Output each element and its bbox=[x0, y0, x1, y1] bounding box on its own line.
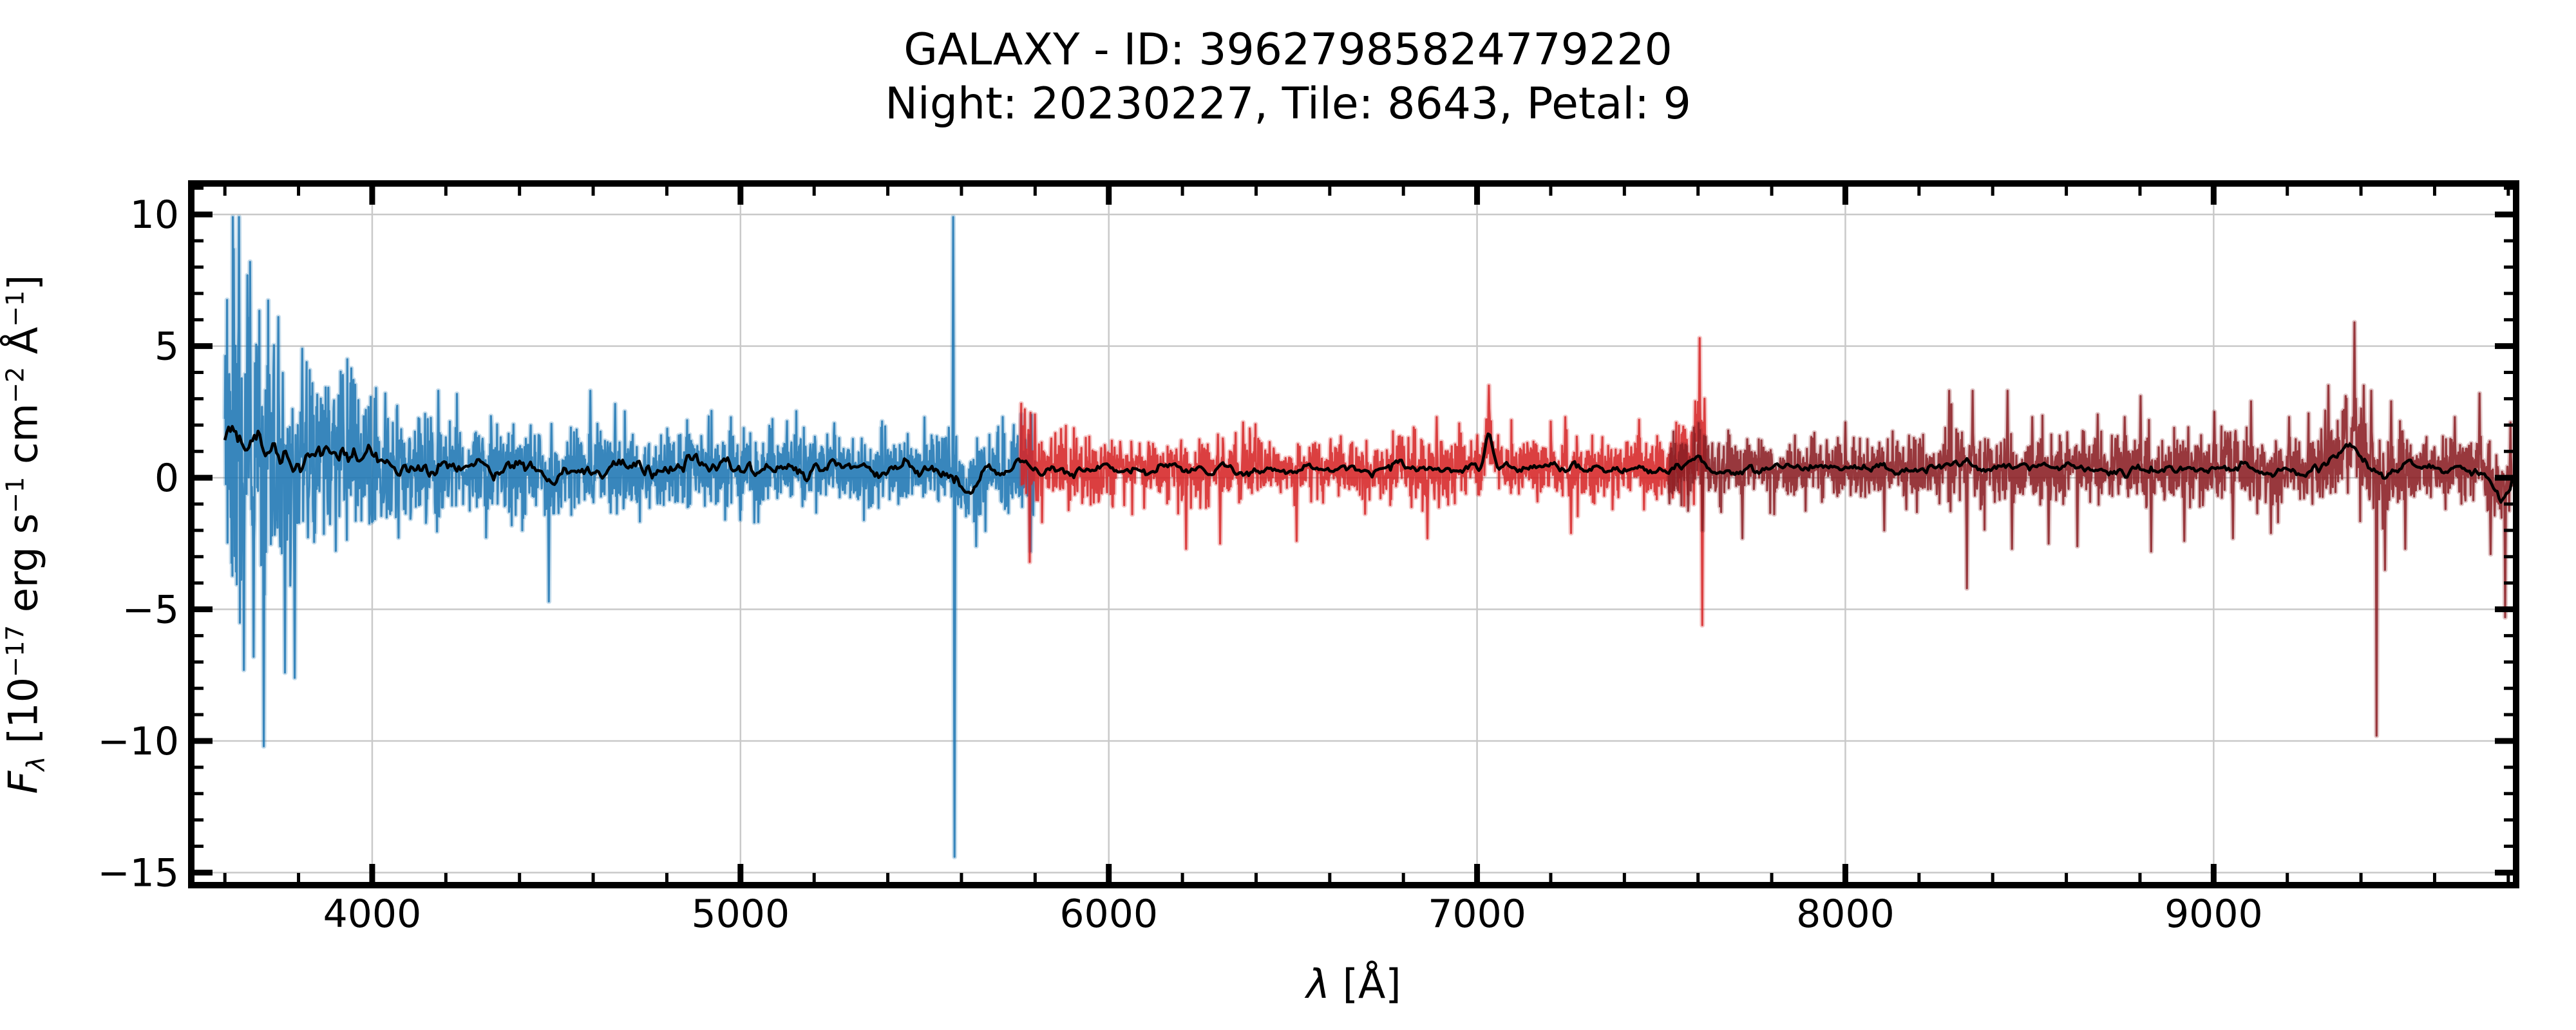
axis-ticks bbox=[194, 186, 2513, 882]
y-tick-label: 5 bbox=[155, 324, 179, 370]
x-tick-label: 6000 bbox=[1059, 892, 1158, 937]
spectrum-b-arm-line bbox=[223, 216, 1036, 858]
spectrum-z-arm-line bbox=[1667, 321, 2513, 737]
chart-title: GALAXY - ID: 39627985824779220 bbox=[904, 24, 1672, 75]
axes-spines bbox=[188, 180, 2519, 888]
x-tick-labels: 4000 5000 6000 7000 8000 9000 bbox=[323, 892, 2263, 937]
y-tick-labels: −15 −10 −5 0 5 10 bbox=[97, 192, 179, 895]
y-axis-label: Fλ [10−17 erg s−1 cm−2 Å−1] bbox=[0, 274, 51, 794]
x-tick-label: 5000 bbox=[691, 892, 790, 937]
x-tick-label: 4000 bbox=[323, 892, 422, 937]
x-axis-label: λ [Å] bbox=[1306, 960, 1401, 1007]
y-tick-label: 0 bbox=[155, 456, 179, 501]
plot-area bbox=[222, 214, 2515, 859]
chart-subtitle: Night: 20230227, Tile: 8643, Petal: 9 bbox=[885, 79, 1691, 129]
y-tick-label: −15 bbox=[97, 850, 179, 895]
spectrum-r-arm-line bbox=[1019, 337, 1707, 626]
x-tick-label: 9000 bbox=[2164, 892, 2263, 937]
gridlines bbox=[188, 180, 2519, 888]
smoothed-coadd-line bbox=[223, 425, 2514, 504]
x-tick-label: 7000 bbox=[1428, 892, 1526, 937]
y-tick-label: 10 bbox=[130, 192, 179, 238]
y-tick-label: −10 bbox=[97, 719, 179, 764]
x-tick-label: 8000 bbox=[1796, 892, 1895, 937]
y-tick-label: −5 bbox=[122, 588, 179, 633]
title-block: GALAXY - ID: 39627985824779220 Night: 20… bbox=[0, 23, 2576, 131]
